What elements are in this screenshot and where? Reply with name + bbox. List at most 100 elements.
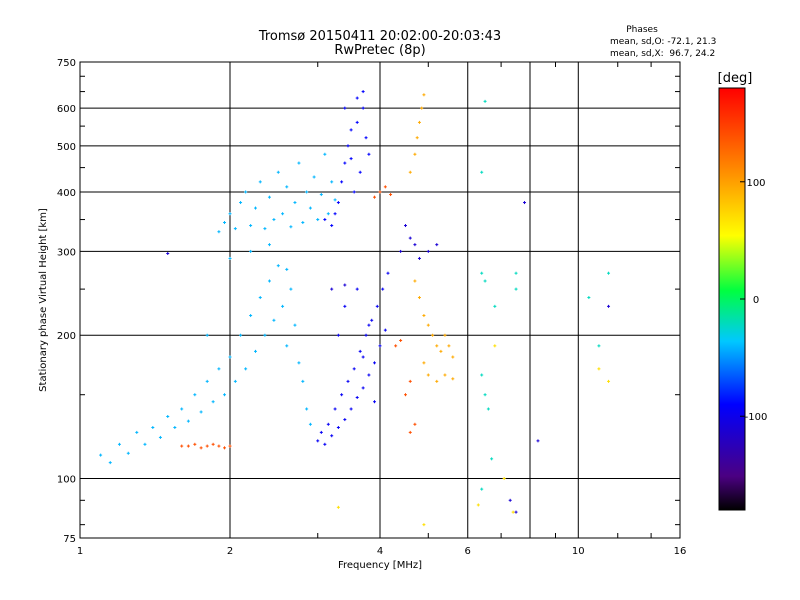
- data-point: [297, 161, 301, 165]
- data-point: [422, 523, 426, 527]
- data-point: [305, 407, 309, 411]
- data-point: [330, 180, 334, 184]
- data-point: [205, 333, 209, 337]
- data-point: [108, 461, 112, 465]
- data-point: [480, 487, 484, 491]
- data-point: [301, 379, 305, 383]
- data-point: [361, 106, 365, 110]
- data-point: [143, 442, 147, 446]
- data-point: [233, 379, 237, 383]
- data-point: [386, 271, 390, 275]
- data-point: [258, 296, 262, 300]
- chart-subtitle: RwPretec (8p): [334, 43, 425, 58]
- data-point: [435, 379, 439, 383]
- data-point: [267, 279, 271, 283]
- data-point: [289, 225, 293, 229]
- colorbar-ticks: 100 0 -100: [740, 178, 767, 423]
- data-point: [587, 296, 591, 300]
- data-point: [399, 338, 403, 342]
- data-point: [272, 318, 276, 322]
- data-point: [373, 195, 377, 199]
- data-point: [355, 395, 359, 399]
- data-point: [263, 333, 267, 337]
- data-point: [383, 328, 387, 332]
- data-point: [443, 333, 447, 337]
- data-point: [276, 264, 280, 268]
- data-point: [267, 243, 271, 247]
- data-point: [523, 201, 527, 205]
- data-point: [249, 224, 253, 228]
- data-point: [297, 361, 301, 365]
- data-point: [333, 212, 337, 216]
- data-point: [343, 304, 347, 308]
- data-point: [431, 333, 435, 337]
- data-point: [355, 287, 359, 291]
- x-tick-label: 6: [465, 546, 471, 557]
- data-point: [173, 425, 177, 429]
- data-point: [333, 407, 337, 411]
- data-point: [233, 227, 237, 231]
- data-point: [228, 355, 232, 359]
- data-point: [403, 393, 407, 397]
- data-point: [293, 323, 297, 327]
- data-point: [443, 373, 447, 377]
- data-point: [367, 373, 371, 377]
- data-point: [483, 99, 487, 103]
- data-point: [301, 221, 305, 225]
- data-point: [293, 201, 297, 205]
- data-point: [367, 152, 371, 156]
- data-point: [352, 190, 356, 194]
- data-point: [367, 323, 371, 327]
- data-point: [373, 400, 377, 404]
- data-point: [486, 407, 490, 411]
- data-point: [375, 304, 379, 308]
- data-point: [336, 425, 340, 429]
- data-point: [205, 379, 209, 383]
- data-point: [346, 379, 350, 383]
- data-point: [193, 393, 197, 397]
- phase-stats-o: mean, sd,O: -72.1, 21.3: [610, 37, 716, 47]
- data-point: [607, 271, 611, 275]
- data-point: [186, 444, 190, 448]
- data-point: [447, 344, 451, 348]
- y-tick-label: 600: [57, 104, 76, 115]
- data-point: [217, 367, 221, 371]
- data-point: [597, 367, 601, 371]
- data-point: [249, 314, 253, 318]
- data-point: [289, 287, 293, 291]
- data-point: [607, 379, 611, 383]
- data-point: [211, 442, 215, 446]
- data-point: [355, 120, 359, 124]
- data-point: [217, 444, 221, 448]
- data-point: [316, 218, 320, 222]
- y-axis-ticks: 75 100 200 300 400 500 600 750: [57, 58, 680, 545]
- data-point: [330, 287, 334, 291]
- colorbar-label: [deg]: [718, 71, 753, 86]
- x-tick-label: 2: [227, 546, 233, 557]
- data-point: [326, 422, 330, 426]
- data-point: [408, 236, 412, 240]
- data-point: [399, 249, 403, 253]
- data-point: [373, 361, 377, 365]
- data-point: [285, 185, 289, 189]
- data-point: [378, 190, 382, 194]
- data-point: [422, 314, 426, 318]
- y-tick-label: 500: [57, 142, 76, 153]
- data-point: [355, 96, 359, 100]
- data-point: [166, 414, 170, 418]
- data-point: [263, 227, 267, 231]
- data-point: [285, 344, 289, 348]
- data-point: [483, 279, 487, 283]
- data-point: [480, 271, 484, 275]
- data-point: [426, 249, 430, 253]
- y-tick-label: 75: [63, 534, 76, 545]
- data-point: [378, 344, 382, 348]
- data-point: [364, 333, 368, 337]
- data-point: [361, 90, 365, 94]
- data-point: [223, 446, 227, 450]
- data-point: [336, 201, 340, 205]
- data-point: [417, 256, 421, 260]
- y-axis-label: Stationary phase Virtual Height [km]: [38, 208, 49, 392]
- data-point: [435, 243, 439, 247]
